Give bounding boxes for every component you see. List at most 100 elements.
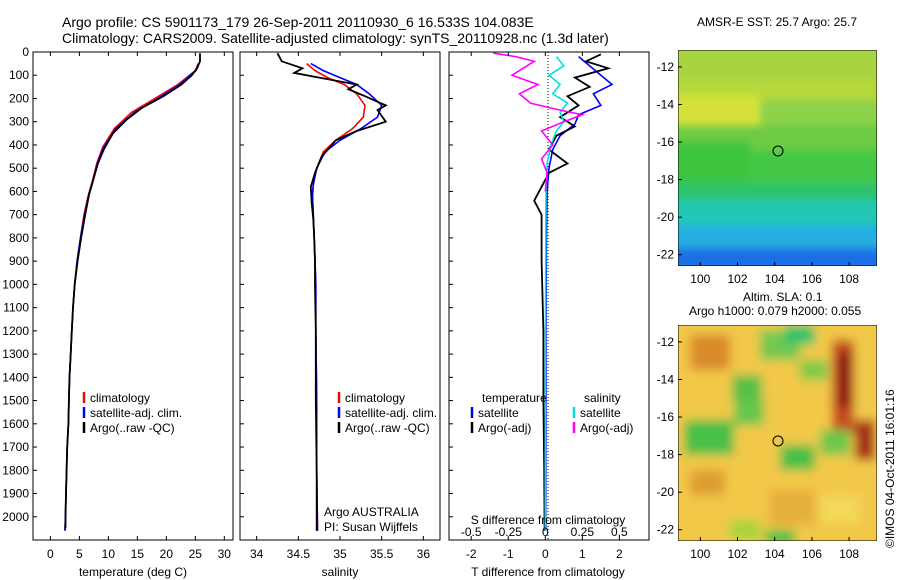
map-y-tick-label-3-2: -16 [657, 135, 675, 149]
y-tick-label-8: 800 [9, 231, 29, 245]
difference-ticks: -2 -1 0 1 2 -0.5 -0.25 0 0.25 0.5 [449, 51, 628, 561]
y-tick-label-2: 200 [9, 91, 29, 105]
map-y-tick-label-3-1: -14 [657, 97, 675, 111]
legend-salinity-title: salinity [584, 391, 621, 405]
sla-argo-marker [772, 435, 784, 447]
sst-map-title: AMSR-E SST: 25.7 Argo: 25.7 [697, 15, 857, 29]
legend-t-sat-label: satellite [478, 406, 519, 420]
map-x-tick-label-4-1: 102 [727, 547, 747, 561]
map-y-tick-label-4-3: -18 [657, 448, 675, 462]
y-tick-label-9: 900 [9, 254, 29, 268]
x-tick-label-2-1: -1 [503, 547, 514, 561]
map-x-tick-label-4-4: 108 [839, 547, 859, 561]
top-tick-label-4: 0.5 [611, 525, 628, 539]
map-y-tick-label-3-3: -18 [657, 173, 675, 187]
legend-s-sat-label: satellite [580, 406, 621, 420]
temperature-x-label: temperature (deg C) [79, 565, 187, 579]
y-tick-label-19: 1900 [2, 487, 29, 501]
x-tick-label-0-5: 25 [189, 547, 203, 561]
salinity-panel: 34 34.5 35 35.5 36 climatologysatellite-adj.… [239, 51, 441, 579]
x-tick-label-0-3: 15 [131, 547, 145, 561]
profile-title: Argo profile: CS 5901173_179 26-Sep-2011… [62, 14, 534, 30]
top-tick-label-0: -0.5 [461, 525, 482, 539]
y-tick-label-14: 1400 [2, 370, 29, 384]
y-tick-label-7: 700 [9, 208, 29, 222]
salinity-axes-frame [239, 51, 441, 541]
map-x-tick-label-4-0: 100 [690, 547, 710, 561]
y-tick-label-0: 0 [22, 45, 29, 59]
sla-map-ticks: 100 102 104 106 108 -12 -14 -16 -18 -20 -22 [657, 335, 860, 561]
temperature-ticks: 0 5 10 15 20 25 300100200300400500600700800900… [2, 45, 231, 561]
y-tick-label-11: 1100 [3, 301, 29, 315]
difference-legend: temperature salinitysatelliteArgo(-adj)sa… [470, 391, 633, 435]
x-tick-label-1-0: 34 [250, 547, 264, 561]
sla-map-panel: Altim. SLA: 0.1 Argo h1000: 0.079 h2000:… [657, 290, 877, 561]
imos-timestamp: ©IMOS 04-Oct-2011 16:01:16 [883, 389, 897, 548]
y-tick-label-16: 1600 [2, 417, 29, 431]
x-tick-label-1-2: 35 [333, 547, 347, 561]
x-tick-label-0-2: 10 [102, 547, 116, 561]
legend-1-2-label: Argo(..raw -QC) [345, 421, 430, 435]
map-y-tick-label-4-0: -12 [657, 335, 675, 349]
y-tick-label-20: 2000 [2, 510, 29, 524]
y-tick-label-15: 1500 [2, 394, 29, 408]
sst-heatmap [678, 50, 877, 266]
x-tick-label-2-2: 0 [542, 547, 549, 561]
map-y-tick-label-4-1: -14 [657, 372, 675, 386]
y-tick-label-5: 500 [9, 161, 29, 175]
sst-map-ticks: 100 102 104 106 108 -12 -14 -16 -18 -20 -22 [657, 60, 860, 286]
y-tick-label-12: 1200 [2, 324, 29, 338]
legend-s-argo-label: Argo(-adj) [580, 421, 633, 435]
x-tick-label-0-1: 5 [76, 547, 83, 561]
map-y-tick-label-4-4: -20 [657, 485, 675, 499]
sla-map-title-1: Altim. SLA: 0.1 [743, 290, 823, 304]
x-tick-label-2-0: -2 [466, 547, 477, 561]
map-y-tick-label-3-4: -20 [657, 210, 675, 224]
map-x-tick-label-4-3: 106 [802, 547, 822, 561]
map-y-tick-label-3-5: -22 [657, 248, 675, 262]
series-line-2-0 [544, 55, 614, 531]
series-line-2-3 [493, 52, 586, 192]
y-tick-label-6: 600 [9, 184, 29, 198]
y-tick-label-13: 1300 [2, 347, 29, 361]
top-tick-label-2: 0 [542, 525, 549, 539]
salinity-x-label: salinity [322, 565, 359, 579]
legend-0-1-label: satellite-adj. clim. [90, 406, 182, 420]
argo-country-label: Argo AUSTRALIA [324, 505, 419, 519]
temperature-panel: 0 5 10 15 20 25 300100200300400500600700800900… [2, 45, 234, 579]
x-tick-label-1-3: 35.5 [370, 547, 394, 561]
x-tick-label-0-4: 20 [160, 547, 174, 561]
s-difference-label: S difference from climatology [471, 513, 626, 527]
series-line-0-0 [64, 63, 199, 531]
top-tick-label-1: -0.25 [495, 525, 523, 539]
salinity-ticks: 34 34.5 35 35.5 36 [240, 51, 430, 561]
climatology-title: Climatology: CARS2009. Satellite-adjuste… [62, 30, 609, 46]
legend-temperature-title: temperature [482, 391, 547, 405]
map-x-tick-label-3-4: 108 [839, 272, 859, 286]
temperature-axes-frame [32, 51, 234, 541]
map-x-tick-label-3-1: 102 [727, 272, 747, 286]
map-x-tick-label-3-2: 104 [765, 272, 785, 286]
x-tick-label-2-3: 1 [579, 547, 586, 561]
difference-series-group [493, 52, 614, 531]
series-line-0-2 [64, 53, 201, 529]
sst-argo-marker [772, 145, 784, 157]
sla-heatmap [678, 325, 877, 541]
sla-map-title-2: Argo h1000: 0.079 h2000: 0.055 [689, 304, 861, 318]
y-tick-label-1: 100 [9, 68, 29, 82]
top-tick-label-3: 0.25 [571, 525, 595, 539]
difference-axes-frame [448, 51, 650, 541]
legend-0-2-label: Argo(..raw -QC) [90, 421, 175, 435]
series-line-0-1 [64, 63, 200, 531]
y-tick-label-17: 1700 [2, 440, 29, 454]
x-tick-label-2-4: 2 [616, 547, 623, 561]
y-tick-label-3: 300 [9, 115, 29, 129]
difference-panel: -2 -1 0 1 2 -0.5 -0.25 0 0.25 0.5 temperature sali… [448, 51, 650, 579]
x-tick-label-0-0: 0 [47, 547, 54, 561]
map-y-tick-label-4-5: -22 [657, 523, 675, 537]
sst-map-panel: AMSR-E SST: 25.7 Argo: 25.7 100 102 104 106… [657, 15, 877, 286]
y-tick-label-4: 400 [9, 138, 29, 152]
